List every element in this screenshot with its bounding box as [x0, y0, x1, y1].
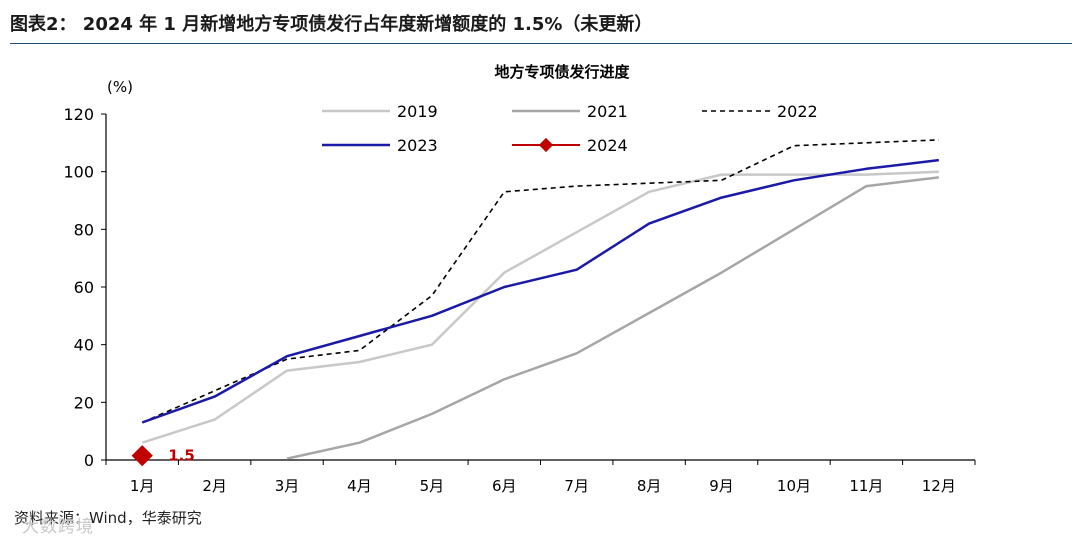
legend-label-2023: 2023: [397, 136, 438, 155]
y-tick-label: 0: [84, 451, 94, 470]
series-line-2022: [141, 139, 939, 424]
x-tick-label: 7月: [564, 477, 589, 495]
series-line-2021: [286, 176, 939, 460]
x-tick-label: 6月: [492, 477, 517, 495]
chart-title: 地方专项债发行进度: [494, 63, 630, 81]
data-points: 1.5: [131, 445, 195, 467]
legend: 2019 2021 2022 2023 2024: [322, 102, 818, 155]
legend-marker-2024: [538, 137, 554, 153]
y-tick-label: 40: [74, 336, 94, 355]
axes: 0 20 40 60 80 100 120 1月 2月 3月 4月 5月 6月 7月 8月 9月 10月 11月 1…: [63, 105, 976, 495]
y-tick-label: 60: [74, 278, 94, 297]
x-tick-label: 5月: [420, 477, 445, 495]
series-line-2023: [141, 158, 939, 424]
legend-label-2024: 2024: [587, 136, 628, 155]
x-tick-label: 4月: [347, 477, 372, 495]
x-tick-label: 11月: [849, 477, 883, 495]
watermark: 大数跨境: [22, 517, 94, 537]
data-label-2024: 1.5: [168, 447, 195, 465]
x-tick-label: 2月: [202, 477, 227, 495]
y-tick-label: 80: [74, 220, 94, 239]
figure-title: 图表2： 2024 年 1 月新增地方专项债发行占年度新增额度的 1.5%（未更…: [10, 10, 1072, 44]
x-tick-label: 3月: [275, 477, 300, 495]
x-tick-label: 1月: [130, 477, 155, 495]
x-tick-label: 10月: [777, 477, 811, 495]
y-tick-label: 100: [63, 163, 94, 182]
source-note: 资料来源：Wind，华泰研究: [14, 509, 202, 527]
x-tick-label: 8月: [637, 477, 662, 495]
legend-label-2021: 2021: [587, 102, 628, 121]
y-axis-unit: (%): [107, 78, 133, 96]
x-tick-label: 9月: [709, 477, 734, 495]
legend-label-2022: 2022: [777, 102, 818, 121]
series-lines: [141, 139, 939, 460]
data-point-2024: [131, 445, 153, 467]
x-tick-label: 12月: [922, 477, 956, 495]
y-tick-label: 20: [74, 393, 94, 412]
legend-label-2019: 2019: [397, 102, 438, 121]
series-line-2019: [141, 170, 939, 444]
y-tick-label: 120: [63, 105, 94, 124]
